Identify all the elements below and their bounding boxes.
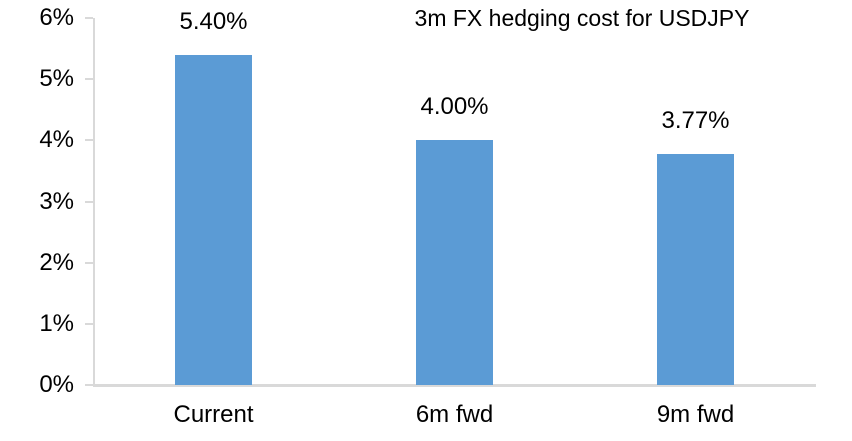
x-axis-category-label-9m-fwd: 9m fwd	[656, 401, 735, 428]
bar-value-label-9m-fwd: 3.77%	[661, 107, 730, 135]
bar-9m-fwd	[657, 154, 734, 385]
y-axis-tick-6%	[85, 17, 93, 19]
y-axis-tick-4%	[85, 139, 93, 142]
x-axis-category-label-6m-fwd: 6m fwd	[415, 401, 494, 428]
y-axis-tick-1%	[85, 322, 93, 325]
y-axis-tick-label-5%: 5%	[39, 65, 74, 93]
x-axis-category-label-current: Current	[173, 401, 254, 428]
y-axis-tick-3%	[85, 200, 93, 203]
bar-current	[175, 54, 252, 385]
y-axis-tick-label-0%: 0%	[39, 371, 74, 398]
y-axis-tick-label-1%: 1%	[39, 309, 74, 337]
y-axis-tick-label-2%: 2%	[39, 248, 74, 276]
x-axis-line	[93, 384, 816, 387]
chart-title: 3m FX hedging cost for USDJPY	[414, 5, 750, 31]
y-axis-tick-0%	[85, 384, 93, 386]
y-axis-tick-label-3%: 3%	[39, 187, 74, 215]
bar-value-label-6m-fwd: 4.00%	[420, 93, 489, 121]
y-axis-tick-2%	[85, 261, 93, 264]
y-axis-tick-label-4%: 4%	[39, 126, 74, 154]
y-axis-tick-label-6%: 6%	[39, 4, 74, 31]
bar-value-label-current: 5.40%	[179, 7, 248, 35]
y-axis-line	[93, 18, 95, 385]
y-axis-tick-5%	[85, 78, 93, 81]
bar-6m-fwd	[416, 140, 493, 385]
